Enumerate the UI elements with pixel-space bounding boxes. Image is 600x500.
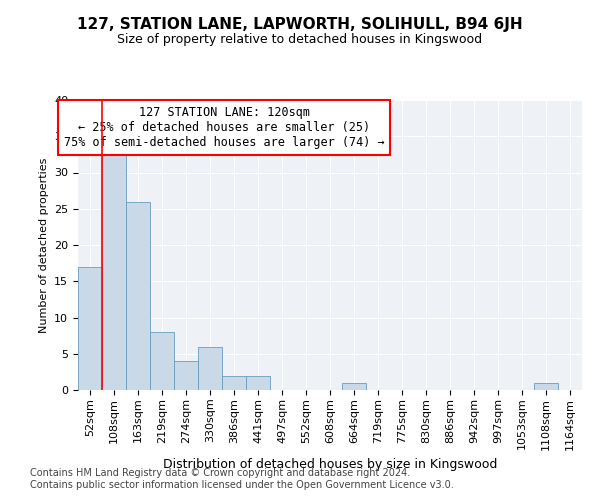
- Bar: [534, 383, 558, 390]
- Bar: [102, 151, 126, 390]
- Y-axis label: Number of detached properties: Number of detached properties: [38, 158, 49, 332]
- Bar: [150, 332, 174, 390]
- Text: Contains HM Land Registry data © Crown copyright and database right 2024.: Contains HM Land Registry data © Crown c…: [30, 468, 410, 477]
- Bar: [342, 383, 366, 390]
- Text: 127 STATION LANE: 120sqm
← 25% of detached houses are smaller (25)
75% of semi-d: 127 STATION LANE: 120sqm ← 25% of detach…: [64, 106, 385, 149]
- Bar: [78, 267, 102, 390]
- Bar: [126, 202, 150, 390]
- Text: Size of property relative to detached houses in Kingswood: Size of property relative to detached ho…: [118, 32, 482, 46]
- Text: 127, STATION LANE, LAPWORTH, SOLIHULL, B94 6JH: 127, STATION LANE, LAPWORTH, SOLIHULL, B…: [77, 18, 523, 32]
- Bar: [198, 346, 222, 390]
- Bar: [222, 376, 246, 390]
- Text: Contains public sector information licensed under the Open Government Licence v3: Contains public sector information licen…: [30, 480, 454, 490]
- Bar: [174, 361, 198, 390]
- X-axis label: Distribution of detached houses by size in Kingswood: Distribution of detached houses by size …: [163, 458, 497, 471]
- Bar: [246, 376, 270, 390]
